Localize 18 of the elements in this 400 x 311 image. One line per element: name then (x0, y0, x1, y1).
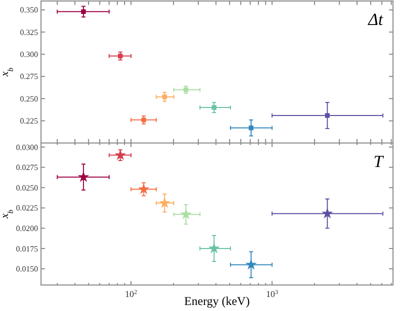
x-tick-label: 10$^{2}$ (124, 288, 138, 299)
y-tick-label: 0.0250 (16, 183, 38, 192)
y-tick-label: 0.325 (20, 28, 38, 37)
x-tick-label: 10$^{3}$ (266, 288, 278, 299)
y-tick-label: 0.350 (20, 6, 38, 15)
x-axis-title: Energy (keV) (184, 294, 250, 308)
y-tick-label: 0.225 (20, 116, 38, 126)
y-tick-label: 0.0225 (16, 204, 38, 213)
y-tick-label: 0.250 (20, 94, 38, 104)
y-tick-label: 0.0150 (16, 264, 38, 274)
y-tick-label: 0.275 (20, 72, 38, 82)
annotation: Δt (367, 10, 384, 29)
annotation: T (374, 152, 385, 171)
y-tick-label: 0.0275 (16, 163, 38, 172)
y-tick-label: 0.0200 (16, 224, 38, 233)
y-tick-label: 0.0175 (16, 244, 38, 254)
y-tick-label: 0.0300 (16, 142, 38, 152)
y-tick-label: 0.300 (20, 50, 38, 60)
